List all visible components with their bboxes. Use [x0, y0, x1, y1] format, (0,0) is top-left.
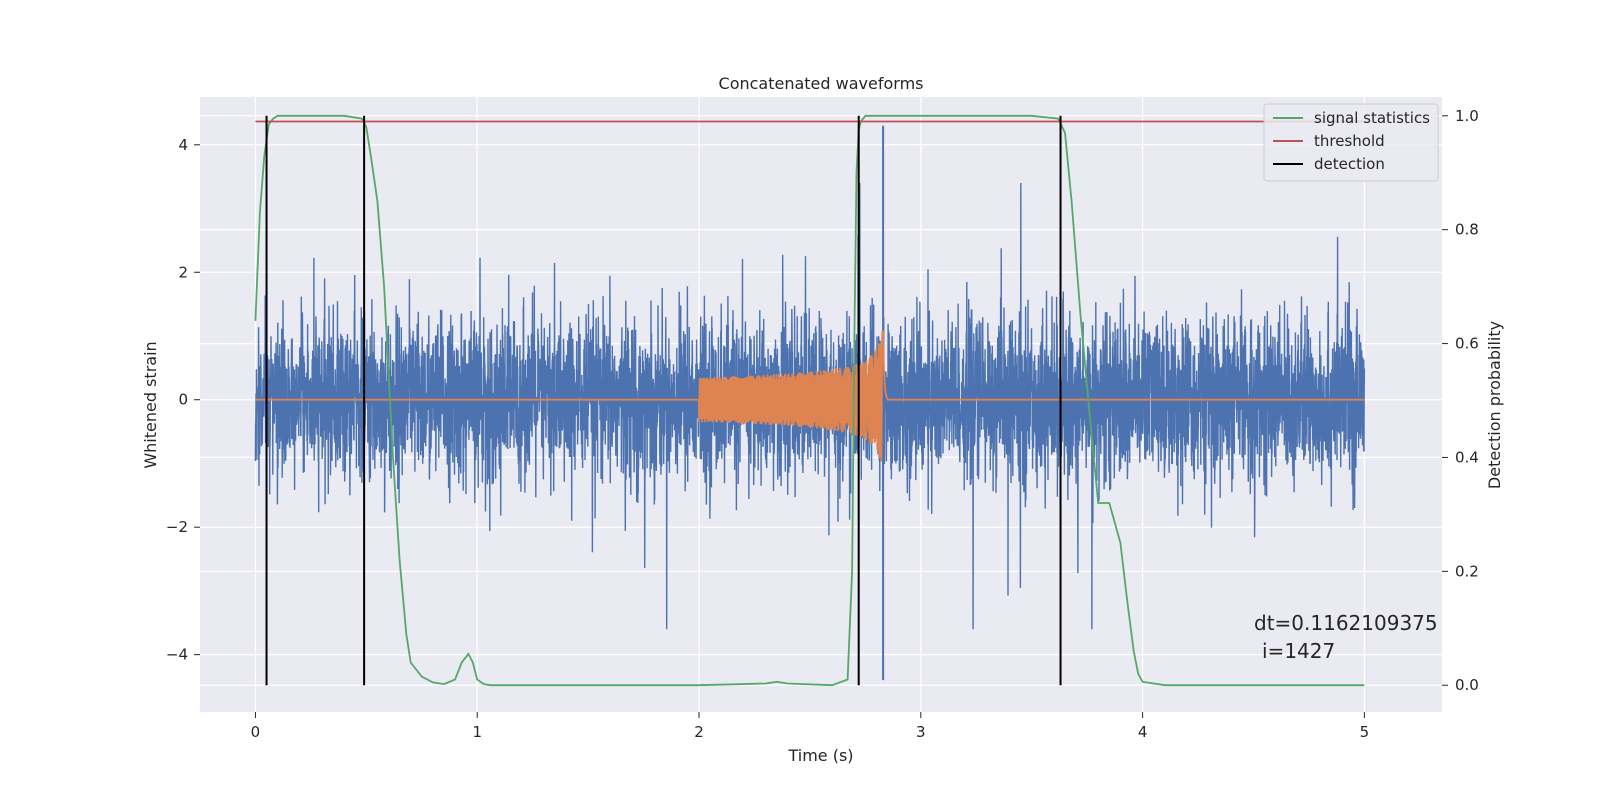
legend-label: signal statistics — [1314, 109, 1430, 127]
annotation-i: i=1427 — [1262, 639, 1335, 663]
legend-label: threshold — [1314, 132, 1385, 150]
y-axis-label: Whitened strain — [141, 341, 160, 468]
chart-title: Concatenated waveforms — [719, 74, 924, 93]
y2-axis-label: Detection probability — [1485, 321, 1504, 489]
y-tick-label: 2 — [178, 263, 188, 281]
x-axis-label: Time (s) — [787, 746, 853, 765]
y-tick-label: 4 — [178, 136, 188, 154]
y-tick-label: 0 — [178, 391, 188, 409]
x-tick-label: 1 — [472, 723, 482, 741]
y-tick-label: −4 — [166, 646, 188, 664]
y-tick-label: −2 — [166, 518, 188, 536]
y2-tick-label: 0.8 — [1455, 221, 1479, 239]
y2-tick-label: 1.0 — [1455, 107, 1479, 125]
signal-statistics-line — [254, 114, 1365, 687]
annotation-dt: dt=0.1162109375 — [1254, 611, 1438, 635]
x-axis: 0 1 2 3 4 5 — [251, 712, 1369, 741]
legend: signal statistics threshold detection — [1263, 103, 1439, 182]
y-axis: −4 −2 0 2 4 — [166, 136, 200, 664]
injected-signal-line — [255, 330, 1365, 462]
series-layer — [254, 114, 1366, 687]
y2-tick-label: 0.2 — [1455, 562, 1479, 580]
x-tick-label: 4 — [1138, 723, 1148, 741]
strain-noise-line — [254, 182, 1366, 630]
y2-tick-label: 0.0 — [1455, 676, 1479, 694]
x-tick-label: 0 — [251, 723, 261, 741]
y2-tick-label: 0.4 — [1455, 448, 1479, 466]
x-tick-label: 2 — [694, 723, 704, 741]
x-tick-label: 5 — [1360, 723, 1370, 741]
x-tick-label: 3 — [916, 723, 926, 741]
legend-box — [1263, 103, 1439, 182]
y2-tick-label: 0.6 — [1455, 335, 1479, 353]
y2-axis: 0.0 0.2 0.4 0.6 0.8 1.0 — [1442, 107, 1479, 694]
legend-label: detection — [1314, 155, 1385, 173]
